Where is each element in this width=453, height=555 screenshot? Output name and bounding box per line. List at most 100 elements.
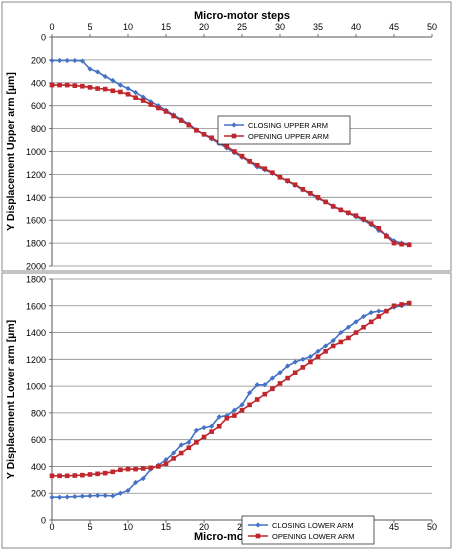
data-point [361, 324, 366, 330]
x-tick-label: 45 [389, 22, 399, 32]
chart-frame [1, 272, 452, 549]
data-point [338, 329, 344, 336]
data-point [269, 375, 275, 381]
data-point [64, 473, 70, 479]
x-tick-label: 0 [49, 22, 54, 32]
data-point [163, 461, 169, 467]
data-point [140, 466, 146, 471]
x-tick-label: 50 [427, 522, 437, 532]
y-tick-label: 200 [31, 489, 46, 499]
data-point [64, 82, 70, 88]
data-point [57, 57, 63, 64]
y-tick-label: 1000 [26, 147, 46, 157]
data-point [57, 473, 62, 479]
data-point [49, 494, 55, 500]
y-tick-label: 1000 [26, 382, 46, 392]
data-point [323, 343, 329, 349]
legend: CLOSING UPPER ARM OPENING UPPER ARM [217, 115, 351, 145]
data-point [49, 473, 55, 479]
data-point [391, 303, 397, 309]
data-point [156, 105, 161, 111]
data-point [110, 493, 116, 499]
data-point [125, 85, 131, 92]
data-point [277, 174, 283, 180]
legend-box [241, 515, 375, 545]
data-point [277, 370, 283, 376]
data-point [308, 359, 313, 365]
data-point [384, 233, 389, 239]
data-point [87, 493, 93, 499]
data-point [391, 240, 397, 246]
y-tick-label: 600 [31, 435, 46, 445]
data-point [87, 85, 93, 90]
x-tick-label: 5 [87, 22, 92, 32]
x-tick-label: 30 [275, 22, 285, 32]
data-point [292, 182, 298, 188]
y-tick-label: 200 [31, 55, 46, 65]
x-tick-label: 25 [237, 22, 247, 32]
data-point [300, 365, 306, 370]
data-point [406, 242, 412, 248]
series-2 [49, 82, 412, 248]
x-tick-label: 5 [87, 522, 92, 532]
data-point [292, 370, 298, 376]
data-point [148, 465, 154, 471]
data-point [125, 466, 131, 472]
y-tick-label: 1800 [26, 275, 46, 285]
data-point [156, 464, 161, 469]
data-point [140, 475, 146, 482]
data-point [133, 466, 138, 472]
data-point [64, 57, 70, 64]
x-tick-label: 20 [199, 522, 209, 532]
chart-1: 0 200 400 600 800 1000 1200 1400 1600 1800 2000 0 5 1… [1, 1, 452, 272]
data-point [262, 166, 268, 171]
data-point [193, 427, 199, 433]
y-tick-label: 1400 [26, 328, 46, 338]
x-tick-label: 50 [427, 22, 437, 32]
x-tick-label: 10 [123, 22, 133, 32]
data-point [148, 102, 154, 107]
data-point [140, 98, 146, 103]
data-point [171, 113, 176, 119]
legend-marker [231, 122, 237, 128]
data-point [277, 381, 283, 386]
x-tick-label: 0 [49, 522, 54, 532]
data-point [49, 57, 55, 64]
data-point [178, 450, 184, 456]
y-tick-label: 1600 [26, 216, 46, 226]
legend-label: CLOSING UPPER ARM [248, 121, 328, 130]
data-point [186, 122, 192, 128]
data-point [118, 467, 123, 473]
data-point [399, 241, 404, 247]
data-point [224, 415, 230, 421]
data-point [270, 170, 275, 175]
data-point [376, 314, 382, 319]
legend-label: CLOSING LOWER ARM [272, 521, 354, 530]
x-tick-label: 15 [161, 522, 171, 532]
y-axis-label: Y Displacement Upper arm [µm] [5, 72, 17, 231]
y-tick-label: 800 [31, 124, 46, 134]
data-point [262, 382, 268, 388]
data-point [194, 440, 199, 445]
y-tick-label: 2000 [26, 262, 46, 272]
y-tick-label: 1200 [26, 170, 46, 180]
data-point [57, 82, 62, 88]
series-2 [49, 300, 412, 479]
data-point [231, 407, 237, 413]
x-tick-label: 45 [389, 522, 399, 532]
data-point [201, 434, 207, 440]
legend-marker [231, 133, 237, 139]
x-tick-label: 10 [123, 522, 133, 532]
legend: CLOSING LOWER ARM OPENING LOWER ARM [241, 515, 375, 545]
data-point [345, 324, 351, 330]
data-point [133, 89, 139, 96]
data-point [201, 425, 207, 431]
legend-label: OPENING LOWER ARM [272, 532, 355, 541]
data-point [133, 95, 138, 100]
data-point [95, 69, 101, 75]
data-point [247, 402, 252, 408]
data-point [133, 479, 139, 486]
data-point [376, 308, 382, 314]
data-point [330, 343, 336, 349]
